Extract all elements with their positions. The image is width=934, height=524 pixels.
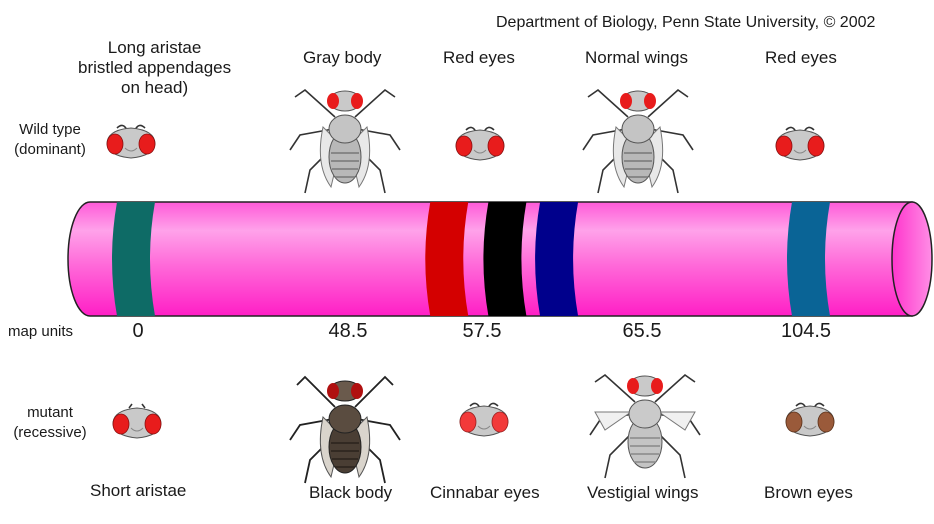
trait-wings-wild: Normal wings [585, 48, 688, 67]
trait-aristae-wild-line3: on head) [121, 78, 189, 97]
trait-body-wild: Gray body [303, 48, 382, 67]
row-label-mutant: mutant (recessive) [10, 403, 90, 443]
fly-head-brown-eyes-icon [785, 402, 835, 437]
trait-wings-mutant: Vestigial wings [587, 483, 699, 502]
band-wings [535, 202, 579, 316]
fly-vestigial-wings-icon [589, 373, 701, 479]
fly-head-red-eyes-icon [455, 126, 505, 161]
trait-aristae-wild: Long aristae bristled appendages on head… [78, 38, 231, 98]
trait-aristae-mutant: Short aristae [90, 481, 187, 500]
band-body [425, 202, 469, 316]
map-unit-wings: 65.5 [622, 320, 662, 342]
chromosome [67, 201, 933, 317]
map-unit-cinnabar: 57.5 [462, 320, 502, 342]
row-label-wild: Wild type (dominant) [10, 120, 90, 160]
trait-body-mutant: Black body [309, 483, 393, 502]
row-label-map: map units [8, 323, 74, 340]
trait-aristae-wild-line2: bristled appendages [78, 58, 232, 77]
row-label-mutant-line2: (recessive) [13, 424, 87, 441]
row-label-wild-line1: Wild type [19, 121, 81, 138]
row-label-mutant-line1: mutant [27, 404, 73, 421]
fly-gray-body-icon [289, 88, 401, 194]
band-cinnabar [483, 202, 527, 316]
fly-black-body-icon [289, 375, 401, 484]
map-unit-brown: 104.5 [780, 320, 832, 342]
band-brown [787, 202, 830, 316]
band-aristae [112, 202, 155, 316]
trait-aristae-wild-line1: Long aristae [107, 38, 202, 57]
fly-normal-wings-icon [582, 88, 694, 194]
map-unit-aristae: 0 [132, 320, 144, 342]
row-label-wild-line2: (dominant) [14, 141, 86, 158]
fly-head-cinnabar-eyes-icon [459, 402, 509, 437]
credit-text: Department of Biology, Penn State Univer… [496, 14, 876, 31]
fly-head-short-aristae-icon [112, 403, 162, 439]
trait-eyes2-wild: Red eyes [765, 48, 837, 67]
fly-head-long-aristae-icon [106, 124, 156, 159]
trait-eyes2-mutant: Brown eyes [764, 483, 853, 502]
fly-head-red-eyes-2-icon [775, 126, 825, 161]
trait-eyes-wild: Red eyes [443, 48, 515, 67]
map-unit-body: 48.5 [328, 320, 368, 342]
trait-eyes-mutant: Cinnabar eyes [430, 483, 540, 502]
chromosome-end-cap [891, 201, 933, 317]
